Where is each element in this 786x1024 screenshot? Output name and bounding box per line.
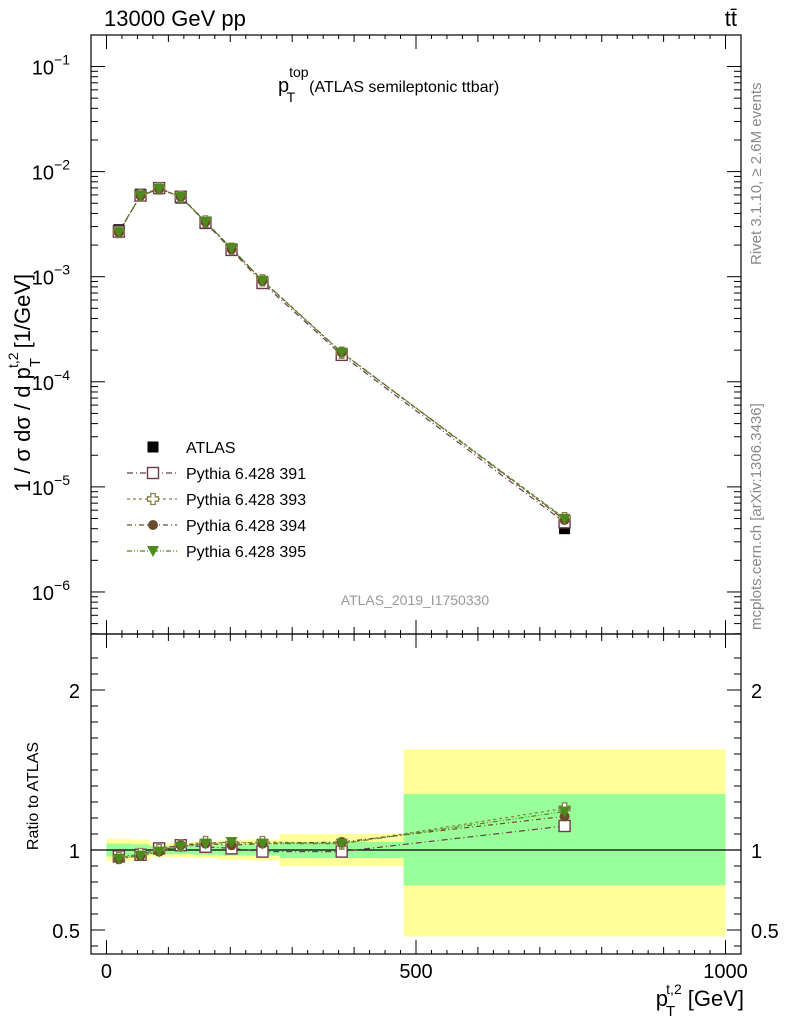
x-tick-label-1: 500 bbox=[399, 961, 432, 983]
ratio-marker-s3-5 bbox=[225, 837, 238, 848]
data-markers bbox=[112, 181, 571, 865]
main-marker-s3-7 bbox=[335, 347, 348, 359]
legend-label-data: ATLAS bbox=[186, 440, 236, 457]
x-axis-label: p Tt,2 [GeV] bbox=[656, 981, 744, 1020]
energy-label: 13000 GeV pp bbox=[104, 6, 246, 31]
main-y-tick-label-2: 10−3 bbox=[32, 262, 70, 290]
main-marker-s3-8 bbox=[558, 513, 571, 525]
ratio-marker-s3-3 bbox=[174, 841, 187, 853]
analysis-id-label: ATLAS_2019_I1750330 bbox=[341, 592, 490, 608]
main-marker-s3-2 bbox=[153, 184, 166, 196]
legend-marker-2 bbox=[148, 520, 158, 530]
ratio-marker-s3-0 bbox=[112, 853, 125, 865]
mcplots-label: mcplots.cern.ch [arXiv:1306.3436] bbox=[748, 403, 765, 630]
x-tick-label-0: 0 bbox=[101, 961, 112, 983]
main-marker-s3-5 bbox=[225, 243, 238, 255]
axis-ticks: 0 500 1000 10−1 10−2 10−3 10−4 10−5 10−6 0.5 0.5 1 1… bbox=[32, 35, 779, 983]
main-marker-s3-3 bbox=[174, 192, 187, 204]
legend-marker-data bbox=[147, 441, 159, 453]
chart-title: ptop T(ATLAS semileptonic ttbar) bbox=[278, 64, 499, 105]
legend-label-0: Pythia 6.428 391 bbox=[186, 466, 306, 483]
legend-marker-0 bbox=[146, 466, 160, 480]
ratio-marker-s3-4 bbox=[199, 838, 212, 850]
ratio-y-axis-label: Ratio to ATLAS bbox=[25, 742, 42, 850]
ratio-y-tick-label-right-2: 2 bbox=[751, 681, 762, 703]
main-y-tick-label-3: 10−4 bbox=[32, 367, 70, 395]
data-point-8 bbox=[559, 523, 571, 535]
main-marker-s3-1 bbox=[134, 190, 147, 202]
ratio-y-tick-label-right-1: 1 bbox=[751, 841, 762, 863]
legend-marker-3 bbox=[147, 546, 159, 557]
process-label: tt̄ bbox=[725, 6, 737, 31]
ratio-marker-s0-8 bbox=[558, 819, 571, 833]
ratio-marker-s3-7 bbox=[335, 838, 348, 850]
ratio-y-tick-label-right-0: 0.5 bbox=[751, 921, 779, 943]
rivet-version-label: Rivet 3.1.10, ≥ 2.6M events bbox=[748, 83, 765, 266]
main-y-tick-label-4: 10−5 bbox=[32, 472, 70, 500]
main-marker-s3-4 bbox=[199, 216, 212, 228]
main-y-tick-label-5: 10−6 bbox=[32, 577, 70, 605]
ratio-y-tick-label-0: 0.5 bbox=[52, 921, 80, 943]
ratio-y-tick-label-1: 1 bbox=[69, 841, 80, 863]
ratio-marker-s3-8 bbox=[558, 806, 571, 818]
main-y-axis-label: 1 / σ dσ / d pTt,2[1/GeV] bbox=[5, 274, 44, 492]
ratio-marker-s3-2 bbox=[153, 846, 166, 858]
main-marker-s3-6 bbox=[256, 275, 269, 287]
main-y-tick-label-0: 10−1 bbox=[32, 52, 70, 80]
ratio-y-tick-label-2: 2 bbox=[69, 681, 80, 703]
legend-label-1: Pythia 6.428 393 bbox=[186, 492, 306, 509]
main-y-tick-label-1: 10−2 bbox=[32, 157, 70, 185]
ratio-marker-s3-1 bbox=[134, 850, 147, 862]
legend-label-3: Pythia 6.428 395 bbox=[186, 544, 306, 561]
legend-label-2: Pythia 6.428 394 bbox=[186, 518, 306, 535]
ratio-marker-s3-6 bbox=[256, 838, 269, 850]
x-tick-label-2: 1000 bbox=[703, 961, 748, 983]
legend-marker-1 bbox=[146, 492, 160, 506]
legend: ATLAS Pythia 6.428 391 Pythia 6.428 393 Pyt… bbox=[127, 440, 306, 561]
main-marker-s3-0 bbox=[112, 227, 125, 239]
